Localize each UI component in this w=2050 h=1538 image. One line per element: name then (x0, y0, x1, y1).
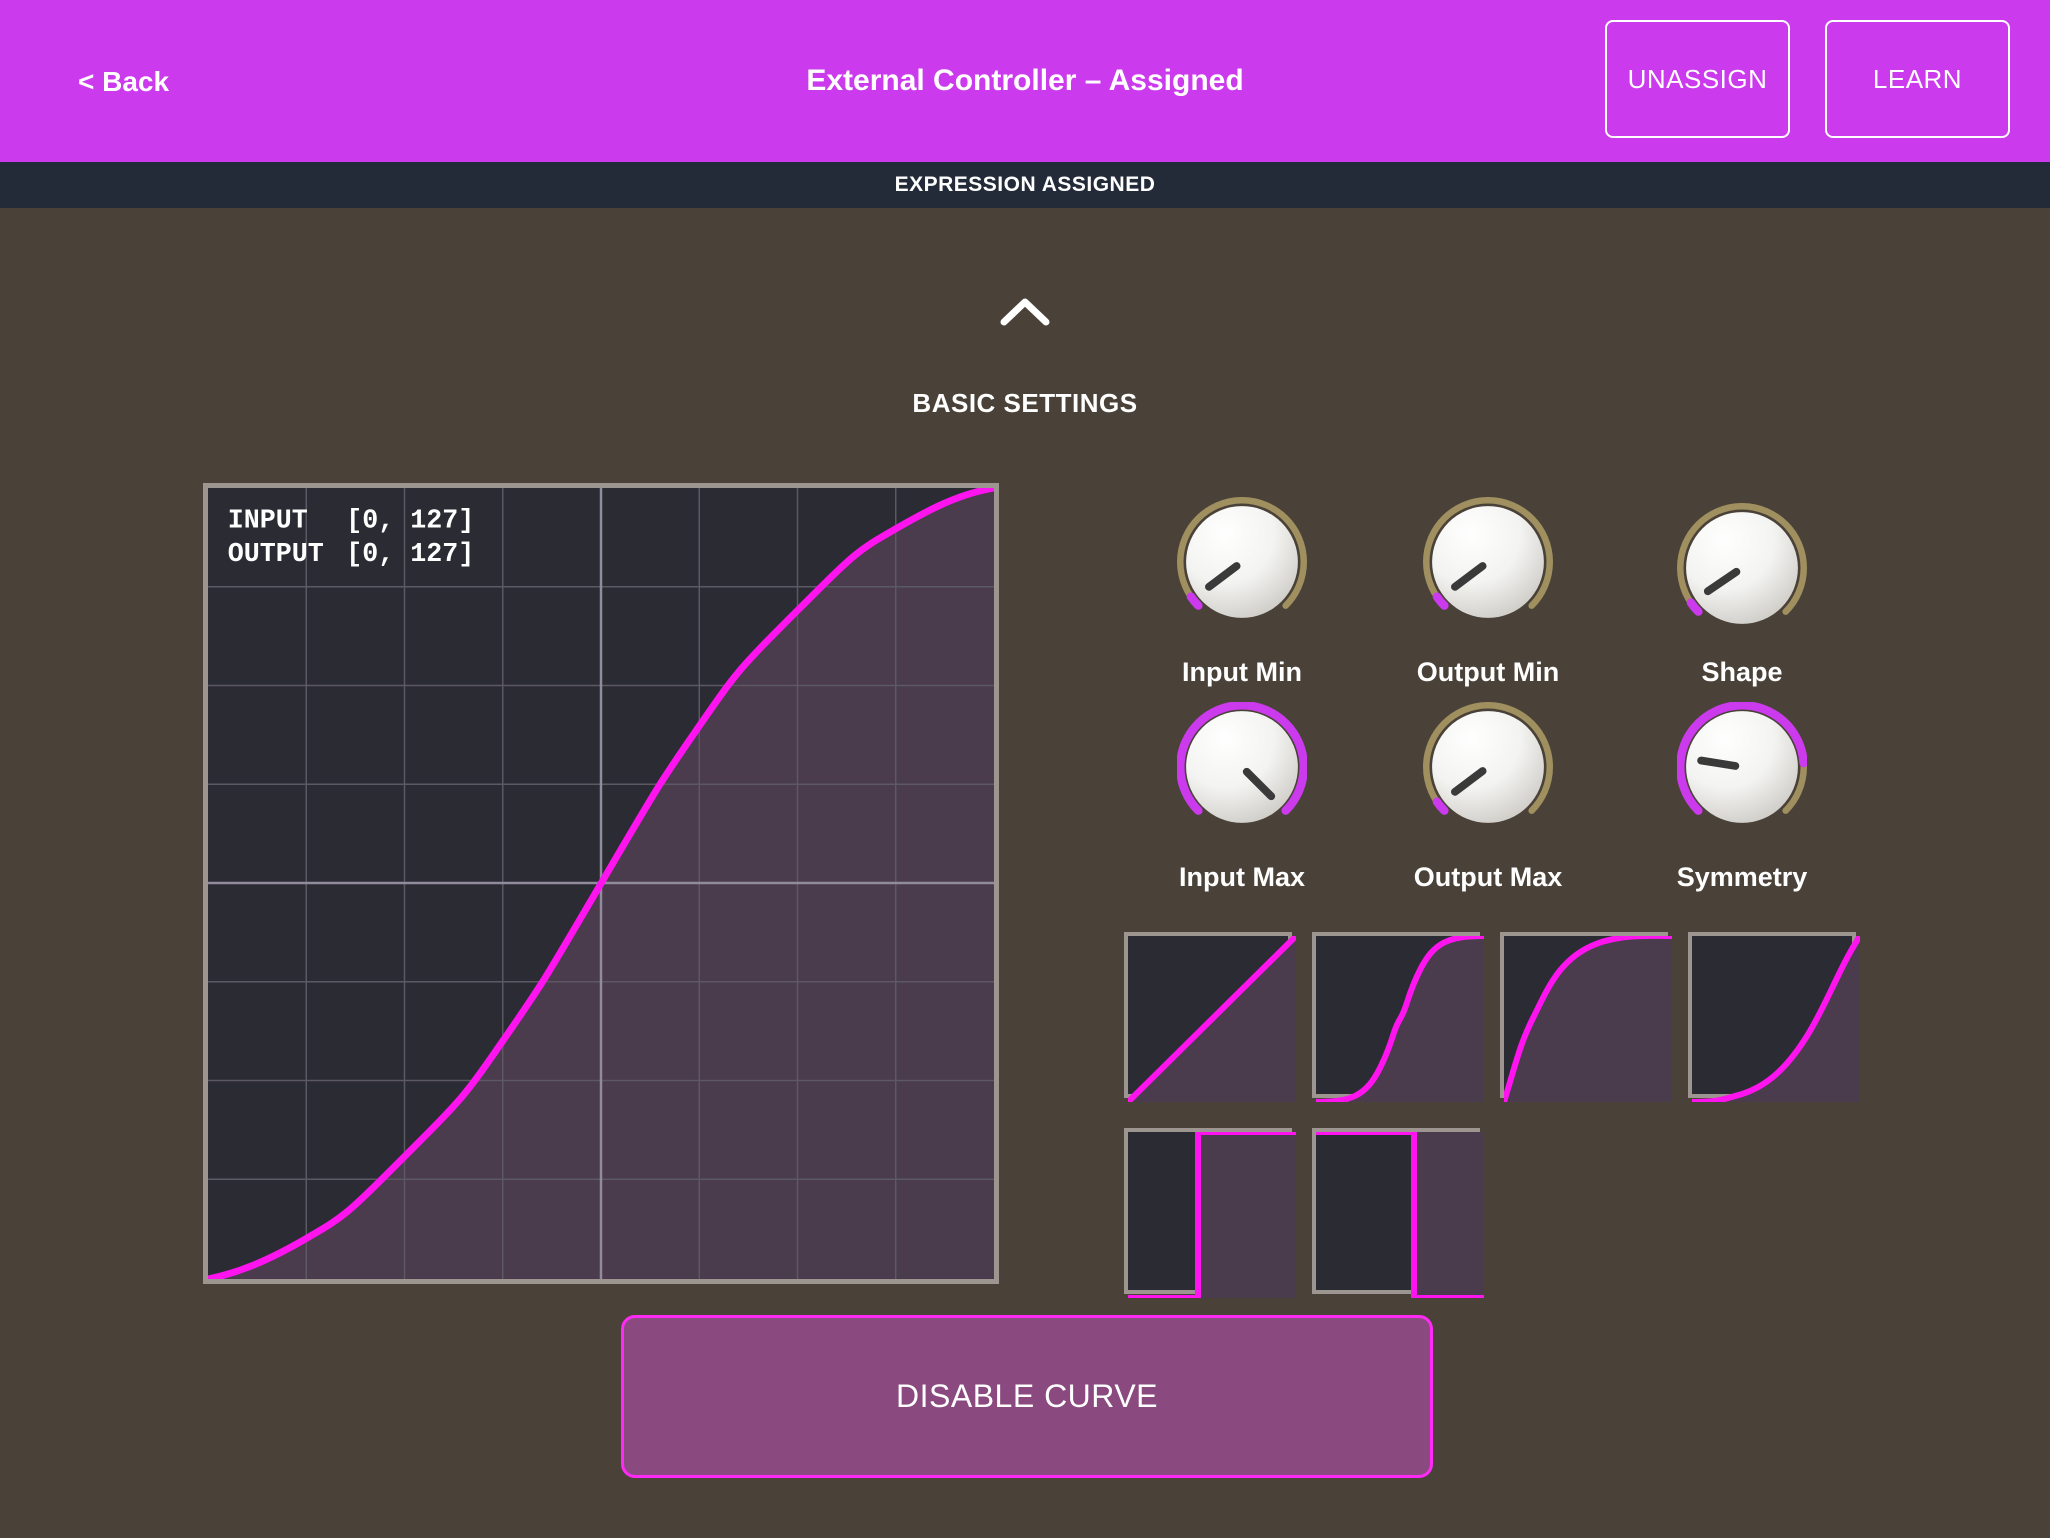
svg-text:OUTPUT: OUTPUT (228, 540, 324, 570)
svg-text:INPUT: INPUT (228, 507, 308, 537)
svg-text:[0, 127]: [0, 127] (346, 507, 474, 537)
svg-text:[0, 127]: [0, 127] (346, 540, 474, 570)
